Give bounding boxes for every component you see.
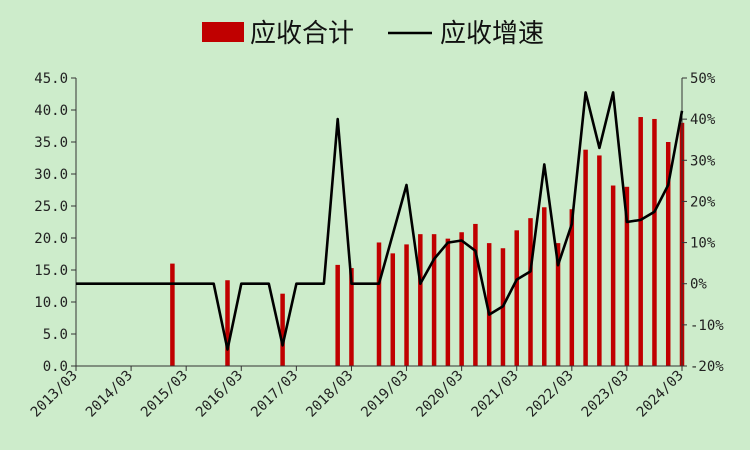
bar	[349, 268, 354, 366]
x-tick-label: 2021/03	[469, 368, 522, 421]
y-left-tick-label: 5.0	[43, 327, 68, 343]
x-tick-label: 2020/03	[413, 368, 466, 421]
bar	[583, 149, 588, 366]
bar	[597, 155, 602, 366]
bar	[390, 253, 396, 366]
bar	[610, 185, 616, 366]
y-right-tick-label: 40%	[690, 112, 716, 128]
y-left-tick-label: 35.0	[34, 135, 68, 151]
bar	[431, 234, 437, 366]
bar	[280, 293, 285, 366]
y-left-tick-label: 20.0	[34, 231, 68, 247]
bar	[665, 142, 671, 366]
y-right-tick-label: -10%	[690, 318, 724, 334]
y-right-tick-label: -20%	[690, 359, 724, 375]
y-left-tick-label: 10.0	[34, 295, 68, 311]
bar	[225, 280, 230, 366]
x-tick-label: 2013/03	[28, 368, 81, 421]
bar	[486, 243, 492, 366]
bar	[624, 186, 630, 366]
x-tick-label: 2024/03	[634, 368, 687, 421]
growth-line	[76, 91, 684, 351]
legend: 应收合计 应收增速	[202, 19, 544, 49]
x-tick-label: 2023/03	[579, 368, 632, 421]
x-tick-label: 2016/03	[193, 368, 246, 421]
y-left-tick-label: 40.0	[34, 103, 68, 119]
bar	[445, 238, 451, 366]
y-left-tick-label: 15.0	[34, 263, 68, 279]
bar	[638, 117, 643, 366]
bar	[514, 230, 519, 366]
y-right-tick-label: 10%	[690, 236, 716, 252]
bar	[418, 234, 423, 366]
y-right-tick-label: 30%	[690, 153, 716, 169]
legend-bar-swatch	[202, 22, 244, 42]
bar	[555, 243, 561, 366]
y-right-tick-label: 50%	[690, 71, 716, 87]
x-tick-label: 2015/03	[138, 368, 191, 421]
x-tick-label: 2014/03	[83, 368, 136, 421]
bar	[170, 263, 175, 366]
x-tick-label: 2018/03	[303, 368, 356, 421]
bar	[376, 242, 382, 366]
bar	[473, 223, 478, 366]
x-tick-label: 2022/03	[524, 368, 577, 421]
bar	[652, 118, 657, 367]
y-right-tick-label: 20%	[690, 194, 716, 210]
legend-line-label: 应收增速	[440, 19, 544, 49]
x-tick-label: 2017/03	[248, 368, 301, 421]
bar	[569, 209, 575, 366]
bar	[459, 232, 464, 366]
line-series	[76, 91, 684, 351]
legend-bar-label: 应收合计	[250, 19, 354, 49]
y-left-tick-label: 0.0	[43, 359, 68, 375]
bar	[335, 264, 340, 366]
bar	[542, 207, 547, 366]
y-left-tick-label: 25.0	[34, 199, 68, 215]
x-tick-label: 2019/03	[358, 368, 411, 421]
bar	[528, 218, 533, 366]
y-right-tick-label: 0%	[690, 277, 707, 293]
y-left-tick-label: 45.0	[34, 71, 68, 87]
axes: 0.0 5.0 10.0 15.0 20.0 25.0 30.0 35.0 40.0 45.0 -2…	[28, 71, 725, 421]
y-left-tick-label: 30.0	[34, 167, 68, 183]
bar-series	[170, 117, 685, 367]
bar	[404, 244, 409, 366]
